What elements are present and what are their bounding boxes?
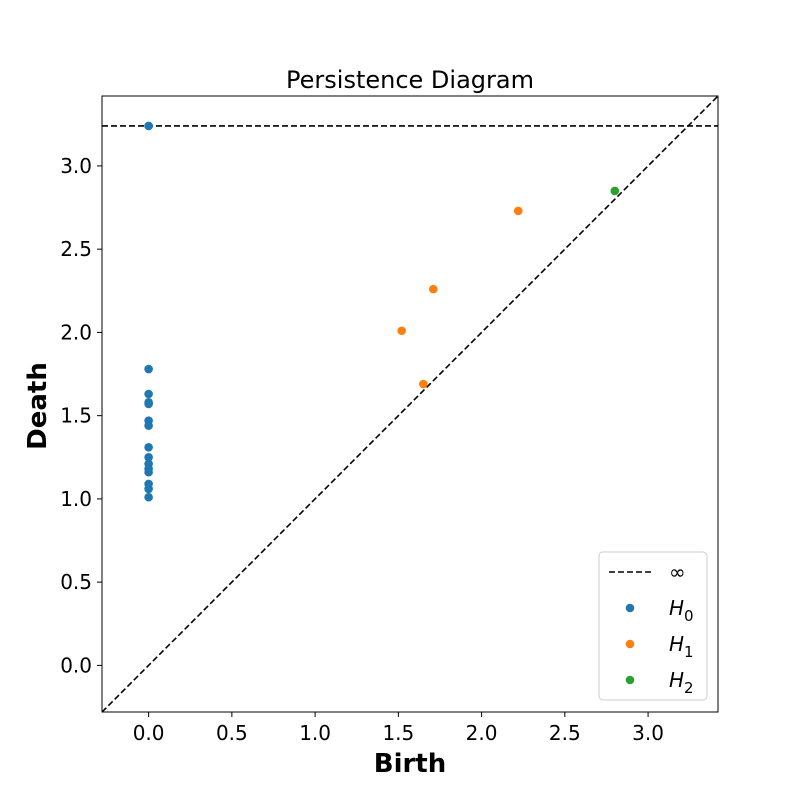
legend-label-h0: H0 [669, 596, 694, 625]
chart-title: Persistence Diagram [286, 66, 534, 94]
point-h0-4 [144, 399, 153, 409]
point-h2-0 [610, 186, 620, 196]
point-h0-6 [144, 421, 153, 430]
y-tick-label-6: 3.0 [60, 154, 92, 178]
y-tick-label-0: 0.0 [60, 653, 92, 677]
x-tick-label-6: 3.0 [632, 721, 664, 745]
legend-label-main: H [669, 596, 684, 620]
point-h0-7 [144, 442, 153, 452]
x-tick-label-4: 2.0 [466, 721, 498, 745]
x-tick-label-5: 2.5 [549, 721, 581, 745]
x-tick-label-1: 0.5 [216, 721, 248, 745]
axis-ticks: 0.0 0.5 1.0 1.5 2.0 2.5 3.0 0.0 0.5 1.0 1.5 2.0 2.5 3… [60, 154, 664, 745]
legend-swatch-h2 [625, 675, 635, 685]
x-tick-label-2: 1.0 [299, 721, 331, 745]
legend-label-subscript: 0 [684, 607, 694, 625]
point-h0-1 [144, 364, 153, 374]
point-h0-0 [144, 121, 153, 131]
plot-frame [101, 95, 719, 713]
point-h1-0 [397, 326, 406, 336]
legend-box [598, 551, 708, 701]
y-tick-label-3: 1.5 [60, 404, 92, 428]
diagonal-line [102, 96, 718, 712]
point-h0-13 [144, 484, 153, 494]
x-tick-label-0: 0.0 [133, 721, 165, 745]
y-tick-label-5: 2.5 [60, 237, 92, 261]
legend-label-subscript: 2 [684, 679, 694, 697]
x-axis-label: Birth [374, 749, 447, 779]
point-h0-8 [144, 452, 153, 462]
legend-swatch-h0 [625, 603, 635, 613]
x-tick-label-3: 1.5 [382, 721, 414, 745]
legend-label-h2: H2 [669, 668, 694, 697]
legend-swatch-h1 [625, 639, 635, 649]
point-h1-3 [513, 206, 523, 216]
y-tick-label-2: 1.0 [60, 487, 92, 511]
legend-label-main: H [669, 668, 684, 692]
y-tick-label-1: 0.5 [60, 570, 92, 594]
y-axis-label: Death [23, 362, 53, 450]
plot-content [102, 96, 718, 712]
plot-area [101, 95, 719, 713]
legend-label-main: H [669, 632, 684, 656]
point-h1-2 [419, 379, 428, 389]
point-h0-11 [144, 467, 153, 477]
legend-label-h1: H1 [669, 632, 694, 661]
legend-infinity-label: ∞ [669, 560, 686, 584]
point-h0-2 [144, 389, 153, 399]
point-h1-1 [429, 284, 438, 294]
legend-label-subscript: 1 [684, 643, 694, 661]
point-h0-14 [144, 492, 153, 502]
y-tick-label-4: 2.0 [60, 320, 92, 344]
